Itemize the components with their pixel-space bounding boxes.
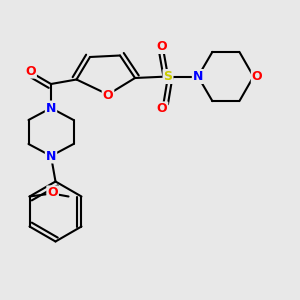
Text: O: O	[25, 64, 36, 78]
Text: O: O	[252, 70, 262, 83]
Text: N: N	[46, 149, 56, 163]
Text: N: N	[46, 101, 56, 115]
Text: O: O	[157, 102, 167, 116]
Text: O: O	[47, 186, 58, 200]
Text: S: S	[164, 70, 172, 83]
Text: O: O	[103, 89, 113, 103]
Text: O: O	[157, 40, 167, 53]
Text: N: N	[193, 70, 203, 83]
